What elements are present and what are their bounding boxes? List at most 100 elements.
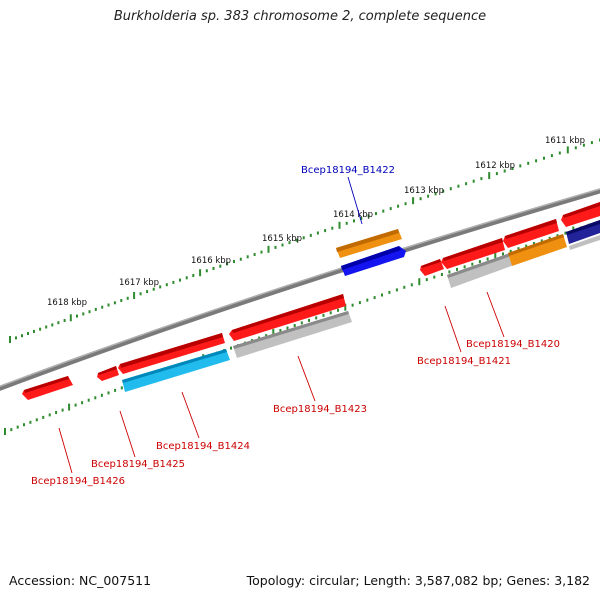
gene-label-b1425[interactable]: Bcep18194_B1425	[91, 459, 185, 470]
outer-ring-major-tick	[488, 172, 491, 180]
outer-ring-minor-tick	[246, 255, 249, 259]
inner-ring-minor-tick	[540, 239, 543, 243]
inner-ring-minor-tick	[448, 270, 451, 274]
inner-ring-major-tick	[4, 428, 6, 435]
inner-ring-minor-tick	[94, 396, 97, 400]
inner-ring-minor-tick	[509, 249, 512, 253]
inner-ring-minor-tick	[425, 278, 428, 282]
gene-arrow-edge-red[interactable]	[561, 202, 600, 227]
outer-ring-minor-tick	[120, 299, 123, 302]
outer-ring-minor-tick	[309, 233, 312, 237]
gene-arrow-b1423-red[interactable]	[229, 294, 346, 341]
inner-ring-minor-tick	[358, 301, 361, 305]
gene-label-b1422[interactable]: Bcep18194_B1422	[301, 165, 395, 176]
gene-arrow-edge-gray[interactable]	[569, 235, 600, 250]
tick-label-1611: 1611 kbp	[545, 136, 585, 146]
accession-text: Accession: NC_007511	[9, 573, 152, 588]
outer-ring-minor-tick	[558, 151, 561, 155]
inner-ring-minor-tick	[120, 386, 123, 390]
outer-ring-minor-tick	[511, 167, 514, 170]
outer-ring-minor-tick	[253, 253, 256, 256]
outer-ring-minor-tick	[574, 146, 577, 150]
inner-ring-minor-tick	[395, 288, 398, 292]
inner-ring-minor-tick	[366, 298, 369, 302]
inner-ring-minor-tick	[463, 265, 466, 269]
inner-ring-minor-tick	[502, 252, 504, 256]
gene-arrow-edge-navy[interactable]	[566, 220, 600, 244]
outer-ring-minor-tick	[27, 332, 29, 335]
gene-arrow-b1421-gray[interactable]	[447, 253, 514, 288]
chromosome-backbone-highlight	[0, 188, 600, 388]
gene-arrow-b1424-cyan[interactable]	[122, 349, 230, 392]
outer-ring-minor-tick	[101, 305, 104, 309]
outer-ring-minor-tick	[260, 250, 263, 254]
inner-ring-minor-tick	[556, 234, 559, 238]
inner-ring-minor-tick	[308, 318, 310, 322]
outer-ring-minor-tick	[21, 334, 23, 338]
outer-ring-minor-tick	[233, 260, 235, 263]
outer-ring-minor-tick	[76, 314, 78, 318]
gene-arrow-b1422-blue[interactable]	[341, 246, 406, 276]
gene-arrow-b1426[interactable]	[22, 376, 73, 400]
inner-ring-minor-tick	[351, 303, 354, 307]
outer-ring-minor-tick	[480, 177, 483, 181]
inner-ring-minor-tick	[35, 418, 38, 422]
inner-ring-major-tick	[68, 403, 71, 411]
outer-ring-major-tick	[69, 314, 72, 322]
inner-ring-minor-tick	[10, 428, 13, 432]
inner-ring-minor-tick	[265, 334, 268, 338]
inner-ring-major-tick	[344, 303, 347, 311]
outer-ring-minor-tick	[219, 264, 222, 268]
inner-ring-minor-tick	[471, 262, 474, 266]
outer-ring-minor-tick	[472, 179, 475, 183]
inner-ring-minor-tick	[279, 329, 282, 332]
gene-arrow-b1424-red[interactable]	[118, 333, 225, 374]
outer-ring-minor-tick	[205, 269, 208, 273]
outer-ring-minor-tick	[382, 209, 385, 213]
outer-ring-minor-tick	[345, 221, 348, 225]
gene-arrow-b1420-red[interactable]	[503, 219, 559, 248]
outer-ring-minor-tick	[152, 287, 155, 291]
tick-labels: 1611 kbp 1612 kbp 1613 kbp 1614 kbp 1615…	[47, 136, 585, 308]
outer-ring-minor-tick	[192, 274, 195, 277]
gene-arrow-b1421-small[interactable]	[420, 259, 444, 276]
inner-ring-major-tick	[272, 329, 275, 336]
outer-ring-minor-tick	[39, 327, 42, 331]
outer-ring-minor-tick	[397, 204, 400, 208]
gene-arrow-b1425[interactable]	[97, 366, 119, 381]
outer-ring-minor-tick	[107, 303, 110, 307]
inner-ring-minor-tick	[114, 388, 117, 392]
inner-ring-minor-tick	[410, 283, 413, 287]
gene-features	[22, 202, 600, 400]
gene-arrow-b1422-orange[interactable]	[336, 229, 402, 258]
gene-label-b1423[interactable]: Bcep18194_B1423	[273, 404, 367, 415]
outer-ring-minor-tick	[82, 312, 85, 316]
inner-ring-minor-tick	[517, 247, 520, 251]
outer-ring-minor-tick	[45, 325, 48, 329]
outer-ring-minor-tick	[302, 236, 305, 240]
outer-ring-major-tick	[338, 221, 341, 229]
gene-arrow-b1421-red[interactable]	[441, 238, 505, 269]
outer-ring-minor-tick	[590, 141, 593, 145]
inner-ring-minor-tick	[293, 324, 296, 327]
gene-label-b1421[interactable]: Bcep18194_B1421	[417, 356, 511, 367]
inner-ring-minor-tick	[87, 398, 90, 402]
gene-label-b1426[interactable]: Bcep18194_B1426	[31, 476, 125, 487]
outer-ring-minor-tick	[434, 192, 437, 196]
inner-ring-minor-tick	[440, 273, 443, 276]
outer-ring-minor-tick	[15, 336, 17, 340]
outer-ring-major-tick	[566, 146, 569, 154]
gene-label-b1420[interactable]: Bcep18194_B1420	[466, 339, 560, 350]
inner-ring-minor-tick	[100, 393, 103, 397]
gene-arrow-b1423-gray[interactable]	[233, 311, 352, 358]
gene-label-b1424[interactable]: Bcep18194_B1424	[156, 441, 250, 452]
inner-ring-minor-tick	[456, 267, 458, 271]
map-title: Burkholderia sp. 383 chromosome 2, compl…	[113, 9, 487, 24]
inner-ring-minor-tick	[381, 293, 383, 297]
outer-ring-minor-tick	[172, 280, 175, 284]
outer-ring-minor-tick	[316, 231, 319, 235]
outer-ring-minor-tick	[113, 301, 116, 305]
inner-ring-major-tick	[494, 252, 497, 260]
gene-arrow-b1420-orange[interactable]	[508, 234, 567, 266]
